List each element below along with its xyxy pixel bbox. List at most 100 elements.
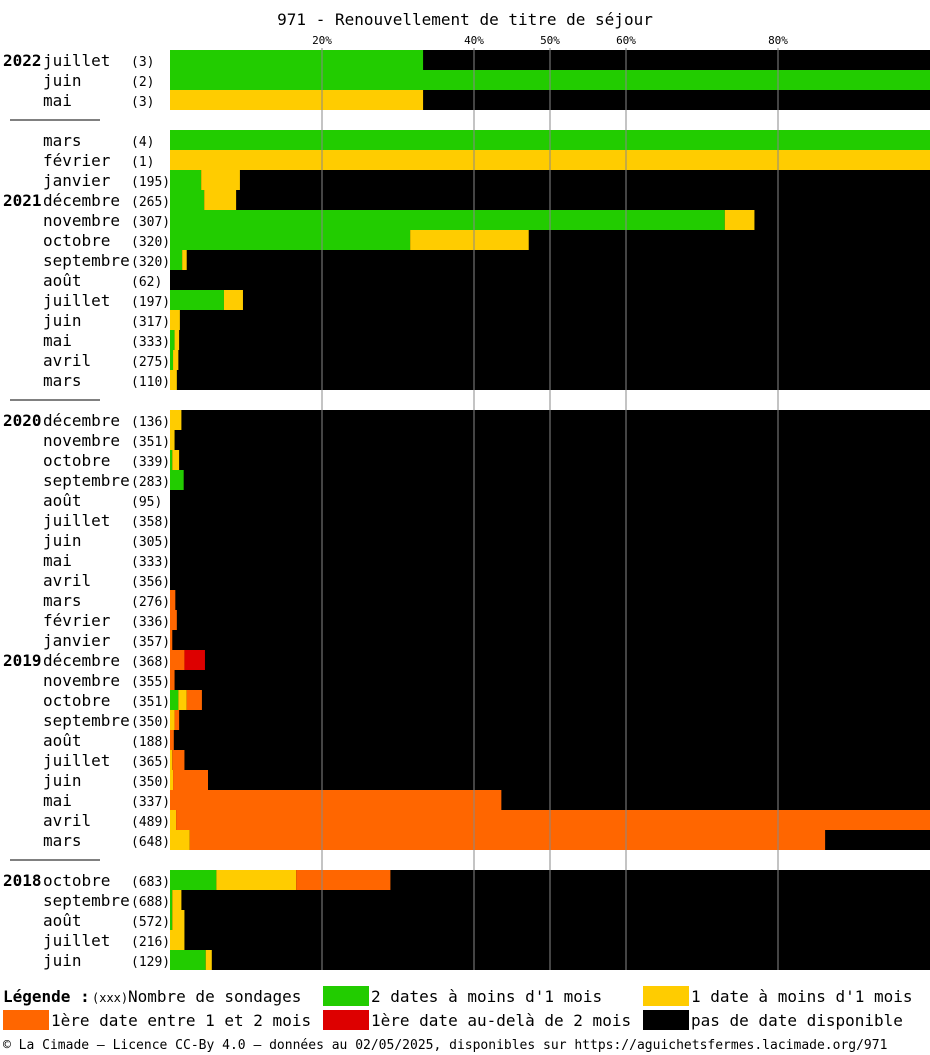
bar-orange	[296, 870, 391, 890]
chart-row: mai (333)	[43, 330, 930, 350]
chart-row: juin (350)	[43, 770, 930, 790]
bar-yellow	[170, 710, 175, 730]
month-label: septembre	[43, 711, 130, 730]
chart-row: juin (129)	[43, 950, 930, 970]
month-label: avril	[43, 571, 91, 590]
bar-yellow	[170, 410, 182, 430]
month-label: mai	[43, 791, 72, 810]
bar-orange	[172, 750, 185, 770]
chart-row: juillet (358)	[43, 510, 930, 530]
month-label: juillet	[43, 291, 110, 310]
count-label: (110)	[131, 375, 170, 390]
legend-swatch-red	[323, 1010, 369, 1030]
month-label: décembre	[43, 651, 120, 670]
chart-row: septembre (688)	[43, 890, 930, 910]
month-label: mars	[43, 371, 82, 390]
bar-orange	[170, 730, 174, 750]
chart-row: 2021 décembre (265)	[3, 190, 930, 210]
bar-green	[170, 950, 206, 970]
month-label: décembre	[43, 191, 120, 210]
x-tick-label: 60%	[616, 34, 636, 47]
legend-count-marker: (xxx)	[92, 991, 128, 1005]
bar-yellow	[223, 290, 243, 310]
count-label: (4)	[131, 135, 154, 150]
month-label: juin	[43, 71, 82, 90]
month-label: mars	[43, 591, 82, 610]
count-label: (355)	[131, 675, 170, 690]
month-label: janvier	[43, 171, 111, 190]
bar-yellow	[170, 930, 185, 950]
month-label: août	[43, 271, 82, 290]
bar-green	[170, 890, 173, 910]
legend-heading: Légende :	[3, 987, 90, 1006]
bar-yellow	[170, 810, 177, 830]
count-label: (337)	[131, 795, 170, 810]
count-label: (216)	[131, 935, 170, 950]
bar-yellow	[216, 870, 297, 890]
count-label: (358)	[131, 515, 170, 530]
month-label: août	[43, 731, 82, 750]
year-label: 2022	[3, 51, 42, 70]
chart-row: mai (333)	[43, 550, 930, 570]
count-label: (365)	[131, 755, 170, 770]
month-label: avril	[43, 811, 91, 830]
bar-green	[170, 330, 175, 350]
bar-yellow	[204, 190, 237, 210]
month-label: janvier	[43, 631, 111, 650]
x-tick-label: 80%	[768, 34, 788, 47]
bar-green	[170, 210, 725, 230]
count-label: (3)	[131, 55, 154, 70]
bar-orange	[189, 830, 826, 850]
chart-row: avril (275)	[43, 350, 930, 370]
month-label: février	[43, 151, 111, 170]
chart-row: août (572)	[43, 910, 930, 930]
bar-green	[170, 170, 202, 190]
chart-row: juillet (197)	[43, 290, 930, 310]
bar-yellow	[170, 750, 173, 770]
chart-rows: 2022 juillet (3)juin (2)mai (3)mars (4)févrie…	[3, 50, 930, 970]
x-tick-label: 40%	[464, 34, 484, 47]
bar-yellow	[201, 170, 240, 190]
count-label: (357)	[131, 635, 170, 650]
month-label: août	[43, 911, 82, 930]
bar-orange	[170, 650, 185, 670]
month-label: mars	[43, 131, 82, 150]
chart-row: février (1)	[43, 150, 930, 170]
chart-row: 2019 décembre (368)	[3, 650, 930, 670]
bar-yellow	[170, 310, 180, 330]
bar-yellow	[172, 890, 182, 910]
legend-label-green: 2 dates à moins d'1 mois	[371, 987, 602, 1006]
month-label: mai	[43, 551, 72, 570]
chart-row: janvier (195)	[43, 170, 930, 190]
bar-green	[170, 250, 183, 270]
chart-row: août (62)	[43, 270, 930, 290]
month-label: septembre	[43, 251, 130, 270]
month-label: septembre	[43, 471, 130, 490]
chart-row: janvier (357)	[43, 630, 930, 650]
count-label: (275)	[131, 355, 170, 370]
month-label: mai	[43, 331, 72, 350]
chart-row: septembre (283)	[43, 470, 930, 490]
bar-yellow	[172, 450, 180, 470]
bar-green	[170, 290, 224, 310]
month-label: août	[43, 491, 82, 510]
legend-label-orange: 1ère date entre 1 et 2 mois	[51, 1011, 311, 1030]
group-separators	[10, 119, 100, 861]
chart-row: avril (489)	[43, 810, 930, 830]
count-label: (95)	[131, 495, 162, 510]
bar-green	[170, 470, 184, 490]
month-label: mai	[43, 91, 72, 110]
chart-row: août (188)	[43, 730, 930, 750]
legend-swatch-orange	[3, 1010, 49, 1030]
legend-swatch-none	[643, 1010, 689, 1030]
count-label: (136)	[131, 415, 170, 430]
chart-row: février (336)	[43, 610, 930, 630]
month-label: juillet	[43, 931, 110, 950]
month-label: février	[43, 611, 111, 630]
count-label: (2)	[131, 75, 154, 90]
month-label: novembre	[43, 671, 120, 690]
bar-orange	[173, 770, 208, 790]
month-label: octobre	[43, 871, 110, 890]
bar-yellow	[170, 370, 177, 390]
count-label: (276)	[131, 595, 170, 610]
